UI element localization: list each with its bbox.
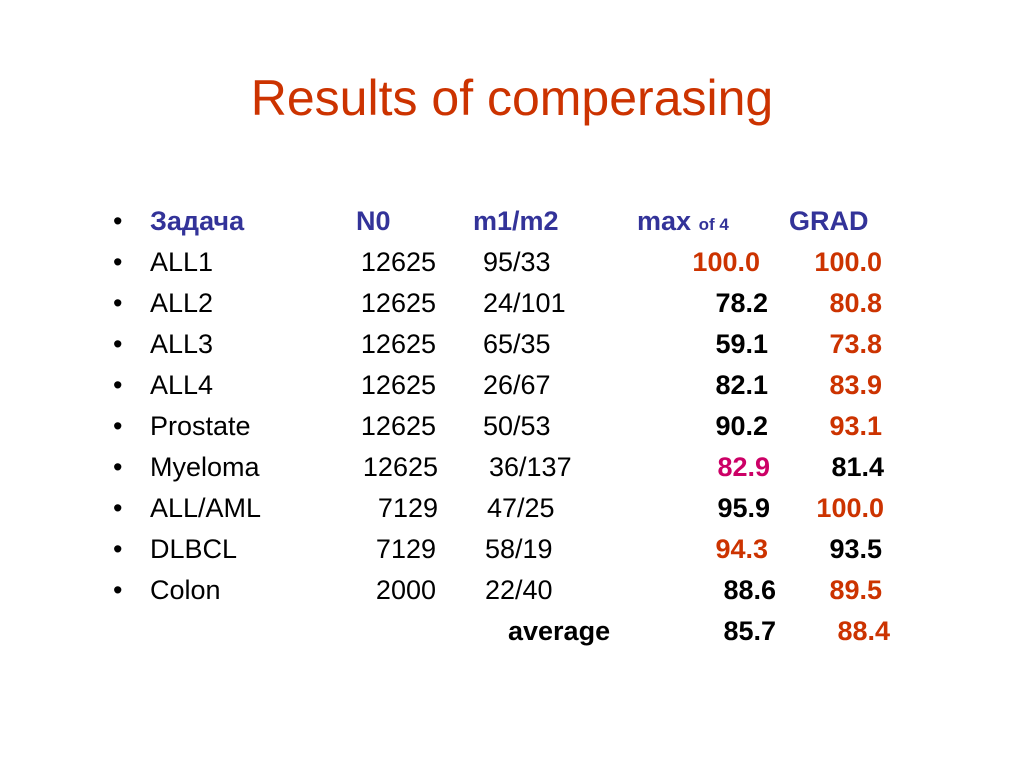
- grad-value: 80.8: [829, 288, 882, 318]
- ratio-value: 22/40: [485, 575, 553, 605]
- ratio-value: 26/67: [483, 370, 551, 400]
- slide-title: Results of comperasing: [250, 70, 774, 126]
- max-value: 94.3: [715, 534, 768, 564]
- table-row: • Myeloma 12625 36/137 82.9 81.4: [0, 448, 1024, 486]
- bullet: •: [113, 411, 123, 441]
- grad-value: 100.0: [814, 247, 882, 277]
- header-max-label: max: [637, 206, 692, 236]
- ratio-value: 65/35: [483, 329, 551, 359]
- n0-value: 12625: [360, 247, 436, 277]
- average-grad-value: 88.4: [837, 616, 890, 646]
- header-max-suffix: of 4: [698, 215, 729, 234]
- max-value: 82.1: [715, 370, 768, 400]
- average-max-value: 85.7: [723, 616, 776, 646]
- n0-value: 12625: [362, 452, 438, 482]
- average-row: average 85.7 88.4: [0, 612, 1024, 650]
- table-row: • ALL2 12625 24/101 78.2 80.8: [0, 284, 1024, 322]
- header-task: Задача: [150, 206, 245, 236]
- dataset-name: ALL/AML: [150, 493, 262, 523]
- max-value: 59.1: [715, 329, 768, 359]
- grad-value: 83.9: [829, 370, 882, 400]
- average-label: average: [508, 616, 611, 646]
- dataset-name: ALL1: [150, 247, 214, 277]
- bullet: •: [113, 493, 123, 523]
- bullet: •: [113, 575, 123, 605]
- table-row: • ALL3 12625 65/35 59.1 73.8: [0, 325, 1024, 363]
- table-row: • ALL1 12625 95/33 100.0 100.0: [0, 243, 1024, 281]
- dataset-name: Myeloma: [150, 452, 260, 482]
- header-grad: GRAD: [789, 206, 869, 236]
- grad-value: 89.5: [829, 575, 882, 605]
- grad-value: 93.1: [829, 411, 882, 441]
- table-header-row: • Задача N0 m1/m2 max of 4 GRAD: [0, 202, 1024, 240]
- n0-value: 12625: [360, 329, 436, 359]
- table-row: • DLBCL 7129 58/19 94.3 93.5: [0, 530, 1024, 568]
- bullet: •: [113, 534, 123, 564]
- table-row: • Colon 2000 22/40 88.6 89.5: [0, 571, 1024, 609]
- dataset-name: ALL3: [150, 329, 214, 359]
- max-value: 95.9: [717, 493, 770, 523]
- ratio-value: 24/101: [483, 288, 566, 318]
- max-value: 82.9: [717, 452, 770, 482]
- dataset-name: ALL2: [150, 288, 214, 318]
- header-ratio: m1/m2: [473, 206, 559, 236]
- n0-value: 2000: [375, 575, 436, 605]
- grad-value: 93.5: [829, 534, 882, 564]
- ratio-value: 36/137: [489, 452, 572, 482]
- ratio-value: 47/25: [487, 493, 555, 523]
- dataset-name: Prostate: [150, 411, 251, 441]
- ratio-value: 58/19: [485, 534, 553, 564]
- table-row: • ALL/AML 7129 47/25 95.9 100.0: [0, 489, 1024, 527]
- n0-value: 12625: [360, 370, 436, 400]
- max-value: 78.2: [715, 288, 768, 318]
- n0-value: 12625: [360, 411, 436, 441]
- n0-value: 12625: [360, 288, 436, 318]
- bullet: •: [113, 329, 123, 359]
- grad-value: 73.8: [829, 329, 882, 359]
- table-row: • ALL4 12625 26/67 82.1 83.9: [0, 366, 1024, 404]
- max-value: 100.0: [692, 247, 760, 277]
- dataset-name: Colon: [150, 575, 221, 605]
- table-row: • Prostate 12625 50/53 90.2 93.1: [0, 407, 1024, 445]
- header-n0: N0: [356, 206, 391, 236]
- bullet: •: [113, 370, 123, 400]
- dataset-name: ALL4: [150, 370, 214, 400]
- ratio-value: 95/33: [483, 247, 551, 277]
- header-max: max of 4: [637, 202, 729, 244]
- grad-value: 81.4: [831, 452, 884, 482]
- n0-value: 7129: [377, 493, 438, 523]
- dataset-name: DLBCL: [150, 534, 238, 564]
- bullet: •: [113, 247, 123, 277]
- max-value: 88.6: [723, 575, 776, 605]
- bullet: •: [113, 288, 123, 318]
- grad-value: 100.0: [816, 493, 884, 523]
- max-value: 90.2: [715, 411, 768, 441]
- n0-value: 7129: [375, 534, 436, 564]
- bullet: •: [113, 452, 123, 482]
- ratio-value: 50/53: [483, 411, 551, 441]
- bullet: •: [113, 206, 123, 236]
